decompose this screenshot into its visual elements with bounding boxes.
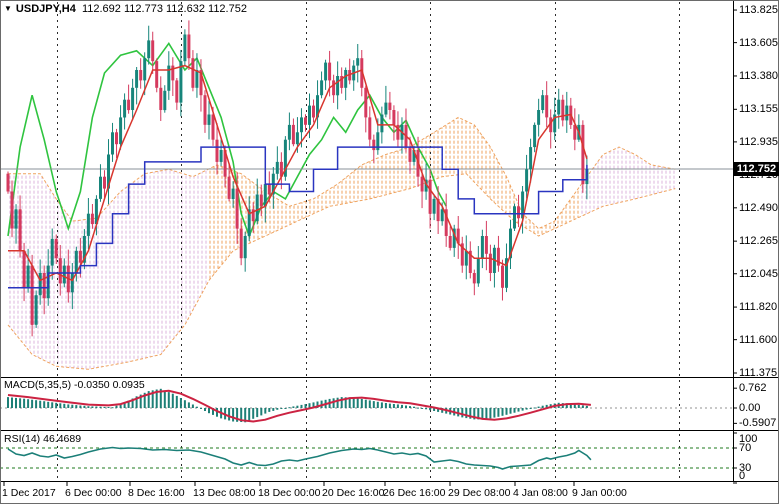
macd-histogram [7,388,588,423]
ichimoku-cloud [578,147,676,218]
ichimoku-cloud [8,168,209,370]
current-price-tag: 112.752 [734,162,779,176]
symbol-dropdown-icon[interactable]: ▼ [4,4,12,13]
tenkan-sen-line [8,64,588,282]
macd-signal-line [7,389,591,423]
senkou-a-line [8,116,676,230]
kijun-sen-line [8,146,588,289]
senkou-b-line [7,173,676,370]
ichimoku-cloud [209,117,579,281]
rsi-line [7,446,592,470]
